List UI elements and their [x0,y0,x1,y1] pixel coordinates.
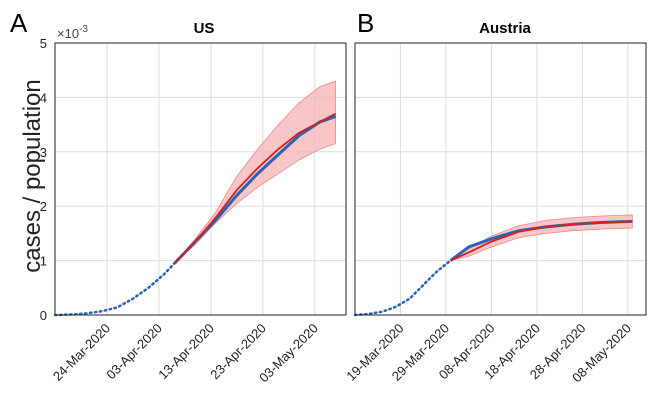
panel-a: A ×10-3 US 01234524-Mar-202003-Apr-20201… [10,8,347,385]
y-tick-label: 4 [40,90,47,105]
series-line-fit [173,112,337,264]
x-tick-label: 24-Mar-2020 [50,321,113,384]
y-axis-label: cases / population [19,79,46,272]
series-line-fit [450,220,633,262]
series-line-dotted [53,262,176,317]
plot-area-b: 19-Mar-202029-Mar-202008-Apr-202018-Apr-… [343,42,647,385]
y-tick-label: 1 [40,254,47,269]
y-tick-label: 3 [40,145,47,160]
panel-title-b: Austria [479,20,531,37]
axes-frame [354,42,647,316]
y-tick-label: 0 [40,308,47,323]
series-line-dotted [353,259,452,317]
panel-letter-a: A [10,8,28,38]
panel-title-a: US [194,20,215,37]
y-tick-label: 2 [40,199,47,214]
panel-b: B Austria 19-Mar-202029-Mar-202008-Apr-2… [343,8,647,385]
y-exponent-label-a: ×10-3 [57,24,88,41]
y-tick-label: 5 [40,36,47,51]
panel-letter-b: B [357,8,374,38]
plot-area-a: 01234524-Mar-202003-Apr-202013-Apr-20202… [40,36,347,385]
axes-frame [54,42,347,316]
